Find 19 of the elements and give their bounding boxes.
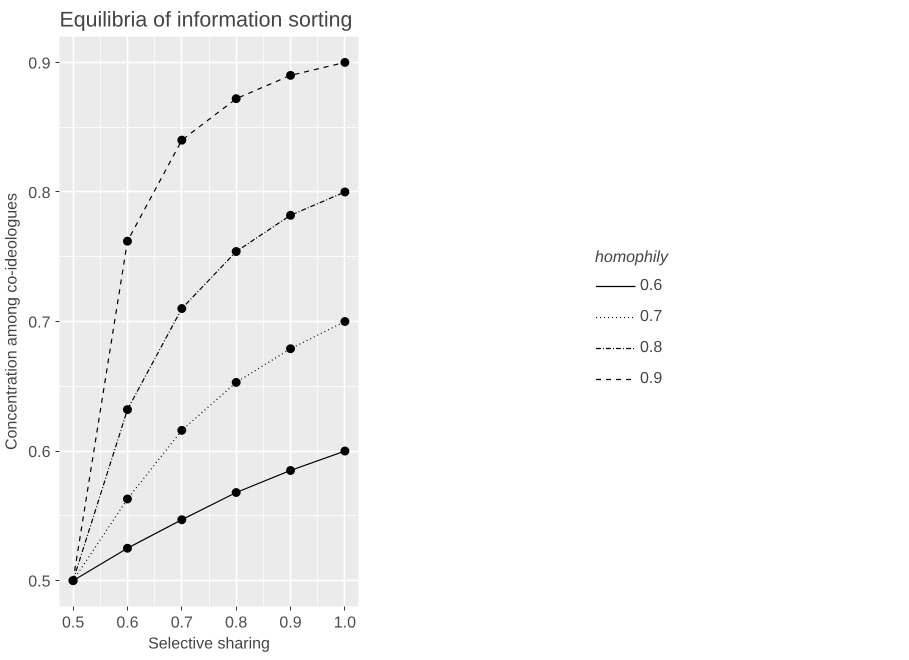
- legend-label: 0.8: [640, 339, 662, 357]
- x-tick-label: 0.5: [62, 614, 84, 632]
- chart-title: Equilibria of information sorting: [60, 8, 352, 32]
- y-tick-label: 0.7: [28, 314, 51, 332]
- legend-label: 0.6: [640, 277, 662, 295]
- y-tick-label: 0.6: [28, 444, 51, 462]
- x-tick-label: 0.7: [170, 614, 194, 632]
- legend-label: 0.9: [640, 370, 662, 388]
- x-axis-title: Selective sharing: [148, 636, 270, 652]
- x-tick-label: 0.8: [225, 614, 248, 632]
- y-tick-label: 0.5: [28, 574, 51, 591]
- legend-label: 0.7: [640, 308, 662, 326]
- y-tick-label: 0.9: [28, 55, 51, 72]
- x-tick-label: 0.9: [279, 614, 302, 632]
- x-tick-label: 0.6: [116, 614, 139, 632]
- y-tick-label: 0.8: [28, 184, 51, 202]
- legend-title: homophily: [595, 249, 668, 267]
- y-axis-title: Concentration among co-ideologues: [3, 192, 20, 450]
- x-tick-label: 1.0: [334, 614, 356, 632]
